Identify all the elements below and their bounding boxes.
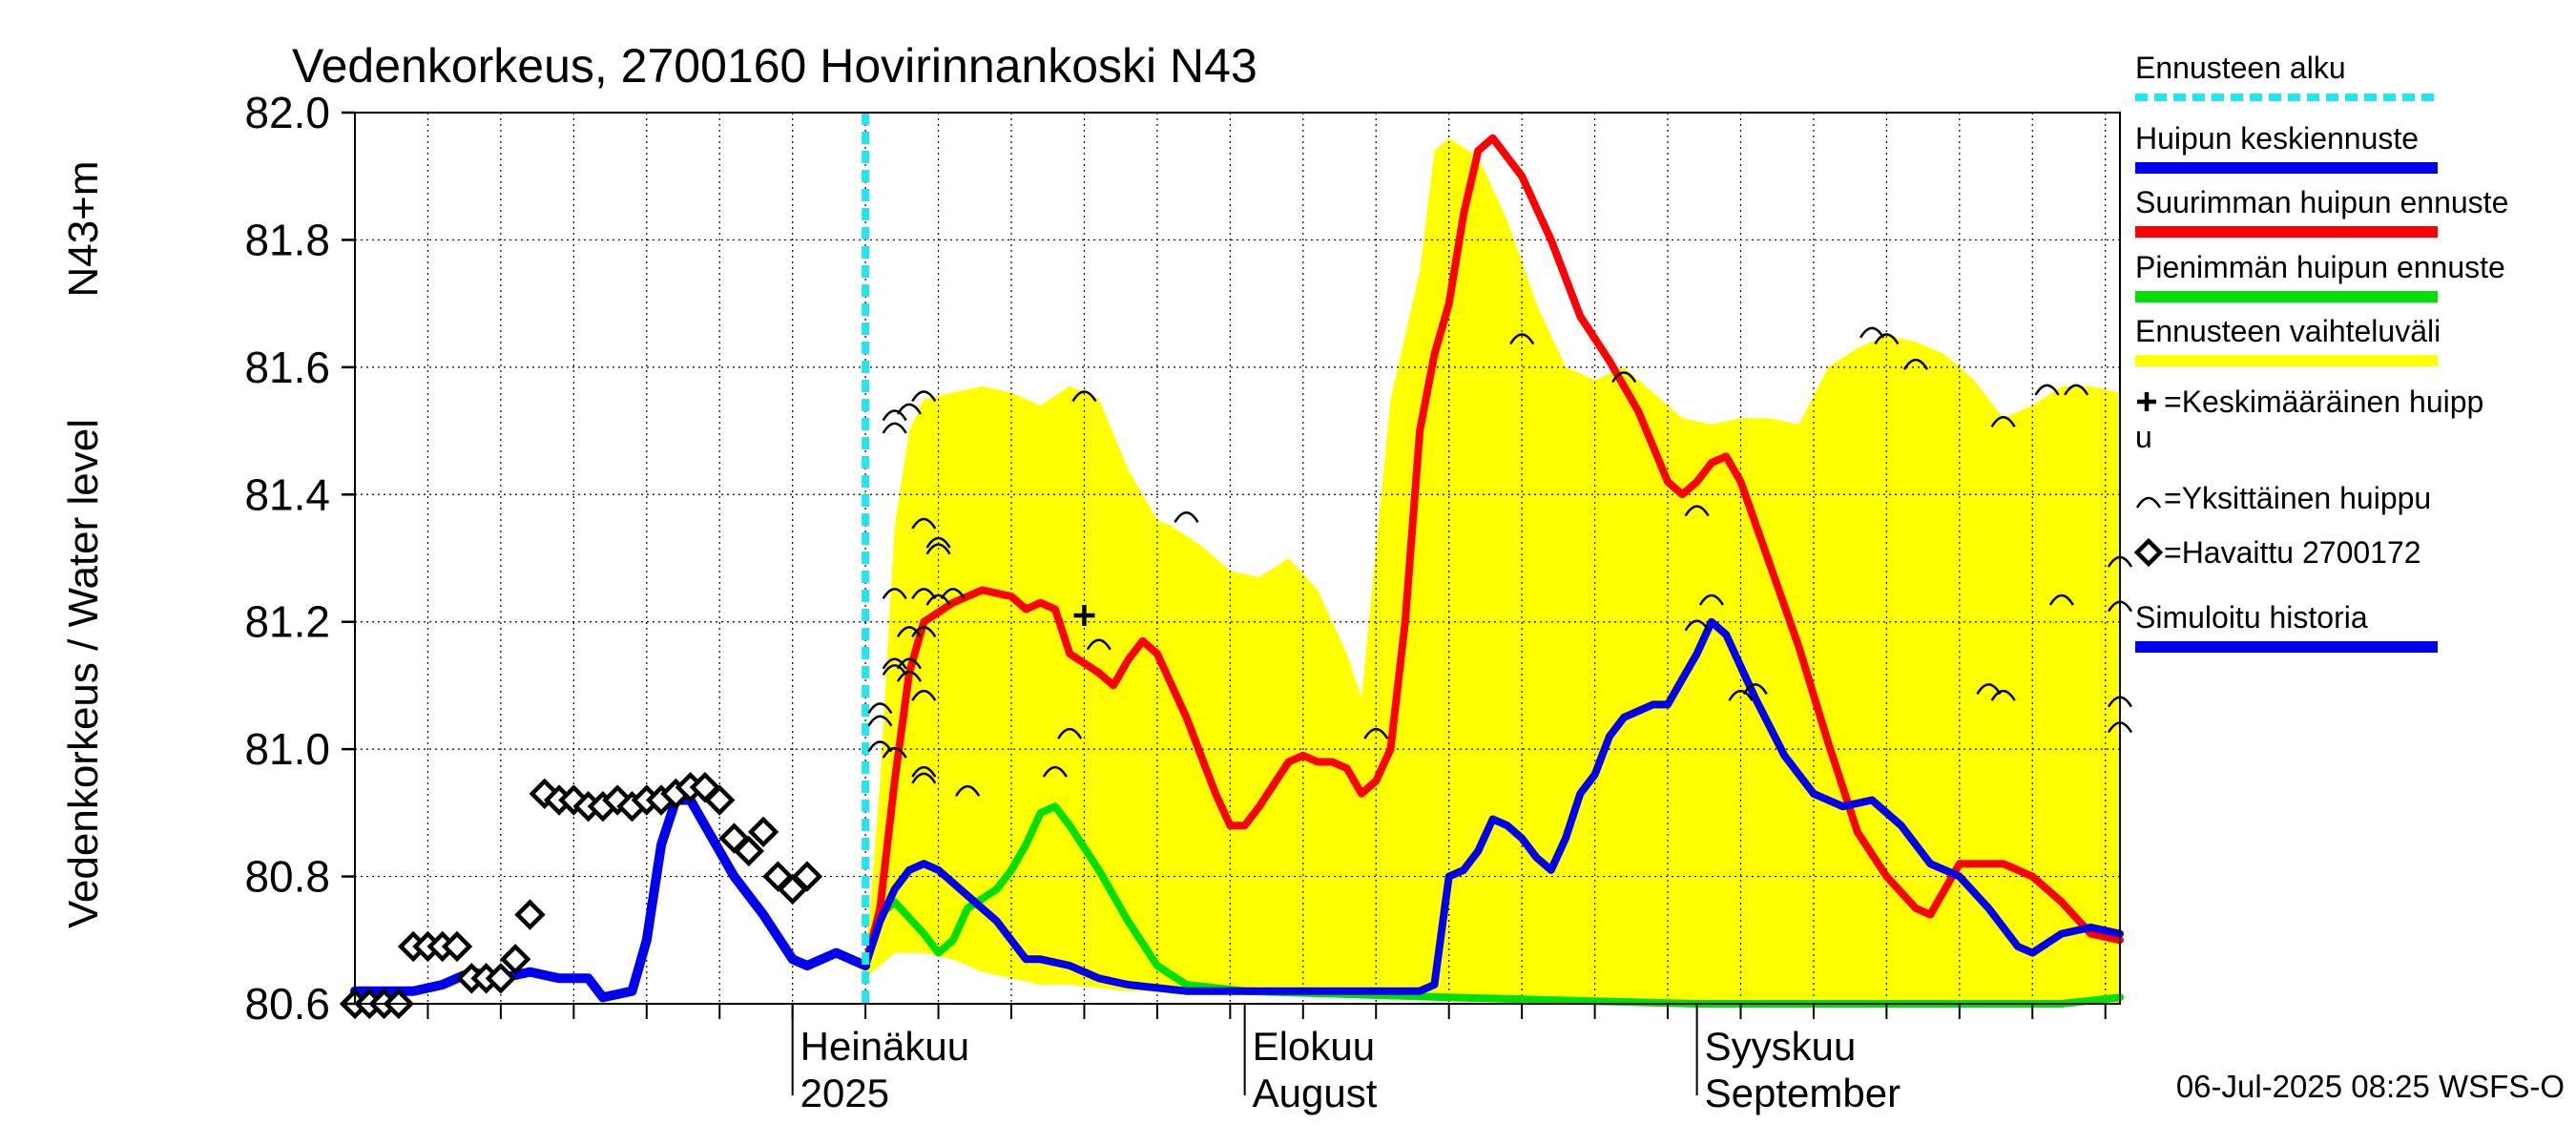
forecast-range-band bbox=[865, 137, 2120, 1004]
single-peak-marker bbox=[1363, 727, 1389, 739]
observed-marker bbox=[485, 963, 517, 994]
observed-marker bbox=[704, 784, 736, 816]
single-peak-marker bbox=[1742, 683, 1768, 696]
y-tick-label: 81.8 bbox=[244, 215, 330, 264]
plot-frame bbox=[354, 112, 2121, 1005]
y-axis-label: Vedenkorkeus / Water level bbox=[60, 419, 107, 928]
single-peak-marker bbox=[1684, 619, 1710, 632]
single-peak-marker bbox=[1611, 371, 1637, 384]
y-tick-label: 80.8 bbox=[244, 852, 330, 902]
observed-marker bbox=[733, 835, 764, 867]
legend: Ennusteen alku Huipun keskiennuste Suurimm… bbox=[2133, 51, 2508, 653]
single-peak-marker bbox=[1042, 765, 1068, 778]
observed-marker bbox=[500, 944, 531, 975]
x-month-label: Syyskuu bbox=[1705, 1024, 1857, 1069]
series-layer bbox=[350, 113, 2124, 1008]
legend-swatch bbox=[2135, 496, 2162, 509]
single-peak-marker bbox=[911, 588, 937, 600]
single-peak-marker bbox=[867, 715, 893, 727]
legend-label: Suurimman huipun ennuste bbox=[2135, 185, 2508, 219]
observed-marker bbox=[441, 930, 473, 963]
single-peak-marker bbox=[1990, 689, 2016, 701]
single-peak-marker bbox=[2034, 384, 2060, 396]
single-peak-marker bbox=[2048, 593, 2074, 606]
y-tick-label: 81.0 bbox=[244, 724, 330, 774]
single-peak-marker bbox=[1874, 333, 1900, 345]
observed-marker bbox=[791, 861, 823, 892]
x-month-label: Elokuu bbox=[1253, 1024, 1375, 1069]
single-peak-marker bbox=[911, 626, 937, 638]
legend-label: =Yksittäinen huippu bbox=[2164, 481, 2431, 515]
legend-swatch bbox=[2137, 392, 2156, 411]
legend-label: Simuloitu historia bbox=[2135, 600, 2368, 635]
single-peak-marker bbox=[925, 543, 951, 555]
legend-label: =Keskimääräinen huipp bbox=[2164, 385, 2483, 419]
single-peak-marker bbox=[911, 765, 937, 778]
single-peak-marker bbox=[896, 403, 923, 415]
timestamp-footer: 06-Jul-2025 08:25 WSFS-O bbox=[2176, 1069, 2565, 1104]
series-max-forecast bbox=[862, 134, 2124, 969]
legend-label: =Havaittu 2700172 bbox=[2164, 535, 2421, 570]
x-month-label: Heinäkuu bbox=[800, 1024, 969, 1069]
single-peak-marker bbox=[1698, 593, 1724, 606]
single-peak-marker bbox=[911, 689, 937, 701]
legend-label: Pienimmän huipun ennuste bbox=[2135, 250, 2505, 284]
x-month-label-secondary: September bbox=[1705, 1071, 1901, 1115]
single-peak-marker bbox=[925, 593, 951, 606]
single-peak-marker bbox=[867, 740, 893, 753]
single-peak-marker bbox=[896, 657, 923, 670]
y-axis-unit: N43+m bbox=[60, 160, 107, 297]
y-tick-label: 81.6 bbox=[244, 343, 330, 392]
single-peak-marker bbox=[896, 670, 923, 682]
forecast-range-layer bbox=[865, 137, 2120, 1004]
axes-layer: 80.6 80.8 81.0 81.2 81.4 81.6 81.8 82.0 Heinäkuu… bbox=[244, 88, 2107, 1115]
single-peak-marker bbox=[1976, 683, 2002, 696]
legend-label-continued: u bbox=[2135, 420, 2152, 454]
single-peak-marker bbox=[882, 422, 907, 434]
legend-label: Ennusteen vaihteluväli bbox=[2135, 314, 2441, 348]
single-peak-marker bbox=[1859, 326, 1885, 339]
legend-label: Ennusteen alku bbox=[2135, 51, 2346, 85]
mean-peak-marker bbox=[1073, 605, 1095, 627]
single-peak-marker bbox=[1086, 638, 1111, 651]
single-peak-marker bbox=[940, 588, 966, 600]
single-peak-marker bbox=[955, 784, 981, 797]
single-peak-marker bbox=[2064, 384, 2089, 396]
single-peak-marker bbox=[1902, 358, 1929, 370]
y-tick-label: 82.0 bbox=[244, 88, 330, 137]
single-peak-marker bbox=[1174, 511, 1199, 523]
single-peak-marker bbox=[882, 409, 907, 422]
single-peak-marker bbox=[1057, 727, 1083, 739]
single-peak-marker bbox=[925, 536, 951, 549]
single-peak-marker bbox=[1071, 390, 1097, 403]
legend-swatch bbox=[2133, 537, 2164, 568]
observed-marker bbox=[514, 899, 546, 930]
single-peak-marker bbox=[882, 746, 907, 759]
single-peak-marker bbox=[911, 517, 937, 530]
legend-label: Huipun keskiennuste bbox=[2135, 121, 2419, 156]
y-tick-label: 80.6 bbox=[244, 979, 330, 1029]
single-peak-marker bbox=[1990, 416, 2016, 427]
series-mean-forecast bbox=[862, 617, 2124, 995]
single-peak-marker bbox=[882, 664, 907, 677]
plot-area bbox=[339, 112, 2133, 1020]
single-peak-marker bbox=[882, 657, 907, 670]
y-tick-label: 81.4 bbox=[244, 469, 330, 519]
y-tick-label: 81.2 bbox=[244, 597, 330, 647]
observed-marker bbox=[602, 784, 634, 816]
x-month-label-secondary: August bbox=[1253, 1071, 1378, 1115]
single-peak-marker bbox=[911, 772, 937, 784]
chart-title: Vedenkorkeus, 2700160 Hovirinnankoski N4… bbox=[292, 39, 1257, 93]
single-peak-marker bbox=[911, 390, 937, 403]
single-peak-marker bbox=[1509, 333, 1535, 345]
single-peak-marker bbox=[1728, 689, 1754, 701]
x-month-label-secondary: 2025 bbox=[800, 1071, 889, 1115]
single-peak-marker bbox=[1684, 505, 1710, 517]
single-peak-marker bbox=[867, 702, 893, 715]
observed-marker bbox=[747, 816, 779, 848]
single-peak-marker bbox=[896, 626, 923, 638]
single-peak-marker bbox=[882, 588, 907, 600]
